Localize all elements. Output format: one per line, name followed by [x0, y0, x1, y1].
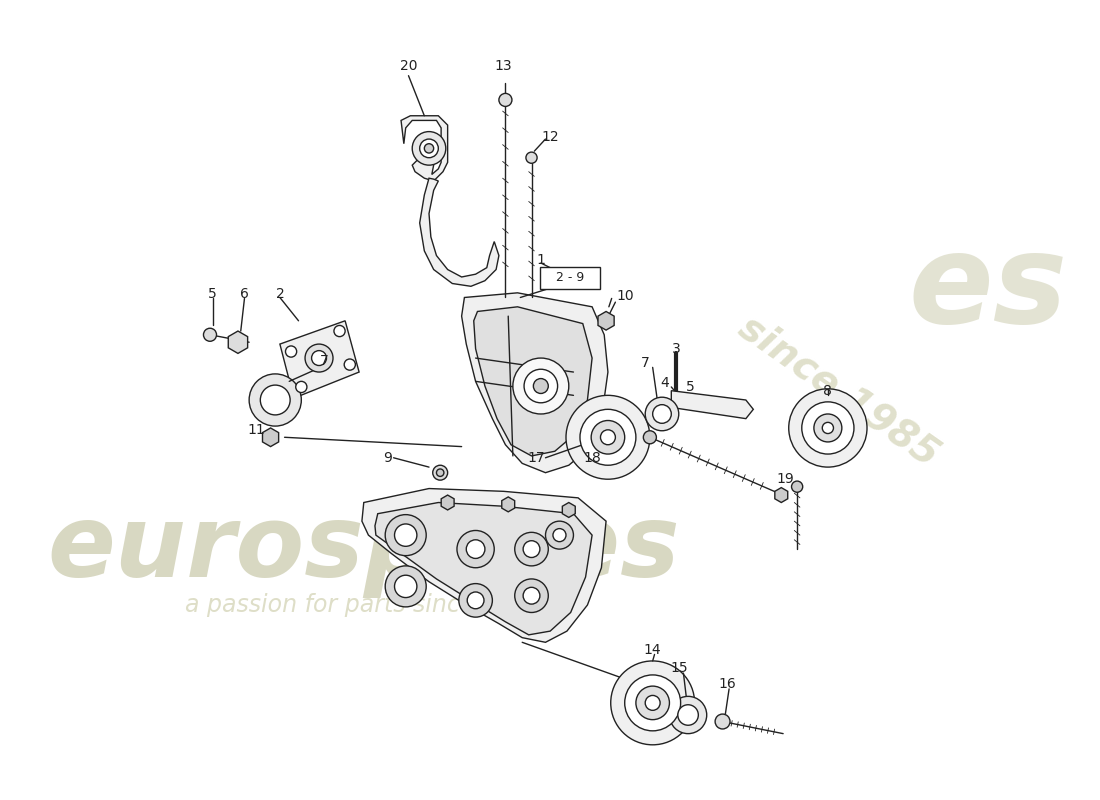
Polygon shape: [462, 293, 608, 473]
Circle shape: [412, 132, 446, 165]
Circle shape: [644, 430, 657, 444]
Polygon shape: [263, 428, 278, 446]
Circle shape: [670, 696, 706, 734]
Circle shape: [646, 695, 660, 710]
Text: 9: 9: [383, 450, 392, 465]
Text: 17: 17: [527, 450, 544, 465]
Circle shape: [499, 94, 512, 106]
Circle shape: [625, 675, 681, 731]
Circle shape: [546, 521, 573, 549]
Circle shape: [437, 469, 444, 477]
Circle shape: [249, 374, 301, 426]
Text: since 1985: since 1985: [732, 308, 946, 474]
Circle shape: [580, 410, 636, 466]
Polygon shape: [441, 495, 454, 510]
Circle shape: [513, 358, 569, 414]
Circle shape: [204, 328, 217, 342]
Text: 2 - 9: 2 - 9: [556, 271, 584, 285]
Circle shape: [678, 705, 698, 726]
Circle shape: [591, 421, 625, 454]
Circle shape: [286, 346, 297, 357]
Circle shape: [395, 524, 417, 546]
Polygon shape: [598, 311, 614, 330]
Polygon shape: [229, 331, 248, 354]
Polygon shape: [671, 390, 754, 418]
Circle shape: [385, 566, 426, 607]
Text: a passion for parts since 1985: a passion for parts since 1985: [185, 593, 542, 617]
Circle shape: [344, 359, 355, 370]
Circle shape: [261, 385, 290, 415]
Circle shape: [636, 686, 670, 720]
Text: eurospares: eurospares: [47, 501, 680, 598]
Circle shape: [814, 414, 842, 442]
Circle shape: [459, 583, 493, 617]
Text: 8: 8: [824, 384, 833, 398]
Text: 14: 14: [644, 642, 661, 657]
Polygon shape: [362, 489, 606, 642]
Circle shape: [534, 378, 548, 394]
Text: 5: 5: [208, 286, 217, 301]
Circle shape: [715, 714, 730, 729]
Circle shape: [524, 587, 540, 604]
Text: 6: 6: [240, 286, 249, 301]
Polygon shape: [279, 321, 359, 398]
Circle shape: [456, 530, 494, 568]
Circle shape: [334, 326, 345, 337]
Circle shape: [526, 152, 537, 163]
Text: 15: 15: [670, 662, 688, 675]
Text: 5: 5: [685, 380, 694, 394]
Circle shape: [466, 540, 485, 558]
Text: 19: 19: [777, 472, 794, 486]
Circle shape: [646, 398, 679, 430]
Circle shape: [823, 422, 834, 434]
Text: 18: 18: [583, 450, 601, 465]
Circle shape: [802, 402, 854, 454]
Text: 1: 1: [537, 254, 546, 267]
Text: 13: 13: [495, 59, 513, 74]
Text: 2: 2: [275, 286, 284, 301]
Polygon shape: [474, 307, 592, 456]
Circle shape: [610, 661, 694, 745]
Text: 20: 20: [399, 59, 417, 74]
Circle shape: [566, 395, 650, 479]
Circle shape: [432, 466, 448, 480]
Polygon shape: [420, 178, 499, 286]
Circle shape: [524, 370, 558, 402]
Circle shape: [468, 592, 484, 609]
Circle shape: [385, 514, 426, 556]
Polygon shape: [375, 502, 592, 635]
Polygon shape: [562, 502, 575, 518]
Text: es: es: [909, 228, 1068, 349]
Circle shape: [296, 382, 307, 393]
Circle shape: [792, 481, 803, 492]
Circle shape: [305, 344, 333, 372]
Text: 4: 4: [660, 376, 669, 390]
Circle shape: [515, 579, 548, 613]
Circle shape: [553, 529, 566, 542]
Text: 7: 7: [641, 356, 650, 370]
Text: 16: 16: [718, 678, 736, 691]
Polygon shape: [502, 497, 515, 512]
Circle shape: [395, 575, 417, 598]
Circle shape: [515, 532, 548, 566]
Text: 12: 12: [541, 130, 559, 144]
Circle shape: [652, 405, 671, 423]
Circle shape: [425, 144, 433, 153]
Circle shape: [789, 389, 867, 467]
Circle shape: [311, 350, 327, 366]
Polygon shape: [774, 488, 788, 502]
Circle shape: [420, 139, 438, 158]
Polygon shape: [402, 116, 448, 181]
Text: 10: 10: [616, 289, 634, 302]
FancyBboxPatch shape: [540, 266, 600, 289]
Circle shape: [524, 541, 540, 558]
Text: 3: 3: [672, 342, 680, 356]
Text: 7: 7: [320, 354, 329, 368]
Circle shape: [601, 430, 615, 445]
Text: 11: 11: [248, 423, 265, 437]
